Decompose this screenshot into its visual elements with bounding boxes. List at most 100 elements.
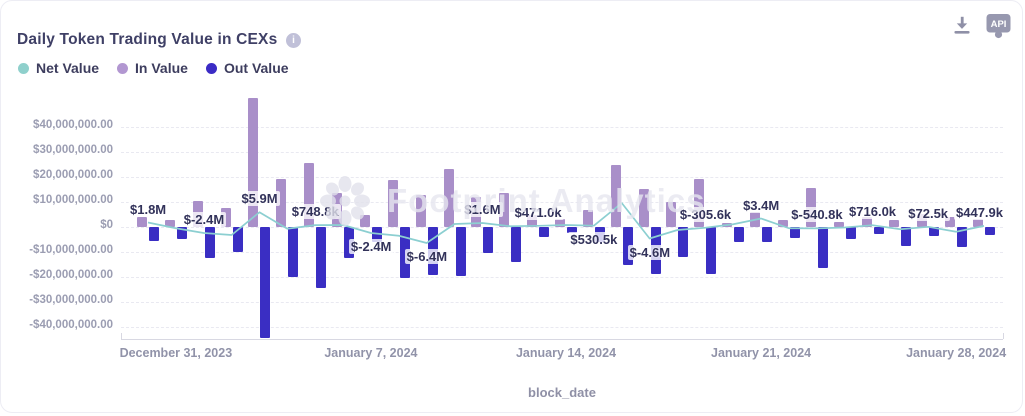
out-value-bar[interactable] — [762, 227, 773, 242]
out-value-bar[interactable] — [483, 227, 494, 254]
out-value-bar[interactable] — [176, 227, 187, 240]
out-value-bar[interactable] — [873, 227, 884, 234]
net-value-label: $-4.6M — [627, 244, 673, 260]
chart-title: Daily Token Trading Value in CEXs — [17, 31, 278, 48]
download-icon[interactable] — [949, 13, 975, 39]
in-value-bar[interactable] — [164, 220, 175, 227]
x-axis-title: block_date — [528, 385, 596, 400]
x-axis-tick-label: January 7, 2024 — [324, 346, 418, 360]
out-value-bar[interactable] — [511, 227, 522, 262]
out-value-bar[interactable] — [901, 227, 912, 246]
in-value-bar[interactable] — [304, 163, 315, 227]
net-value-label: $-305.6k — [677, 206, 734, 222]
y-axis-tick-label: -$30,000,000.00 — [29, 294, 113, 306]
in-value-bar[interactable] — [415, 194, 426, 227]
in-value-bar[interactable] — [248, 97, 259, 227]
gridline — [121, 302, 1003, 303]
out-value-bar[interactable] — [734, 227, 745, 242]
net-value-label: $530.5k — [568, 231, 620, 247]
x-axis-end-tick — [1003, 333, 1004, 339]
out-value-bar[interactable] — [789, 227, 800, 239]
out-value-bar[interactable] — [288, 227, 299, 277]
net-value-label: $-540.8k — [789, 207, 845, 223]
in-value-bar[interactable] — [443, 169, 454, 227]
info-icon[interactable]: i — [286, 33, 301, 48]
x-axis-tick-label: January 28, 2024 — [906, 346, 1007, 360]
gridline — [121, 252, 1003, 253]
legend-label: Out Value — [223, 60, 289, 76]
legend-item-out-value[interactable]: Out Value — [205, 60, 289, 76]
in-value-bar[interactable] — [137, 216, 147, 227]
legend-label: Net Value — [36, 60, 100, 76]
out-value-bar[interactable] — [260, 227, 271, 339]
in-value-bar[interactable] — [777, 219, 788, 227]
net-value-label: $1.8M — [128, 201, 169, 217]
net-value-label: $748.8k — [289, 204, 341, 220]
y-axis-tick-label: -$40,000,000.00 — [29, 319, 113, 331]
y-axis-tick-label: $40,000,000.00 — [33, 119, 113, 131]
legend-dot — [18, 62, 29, 74]
net-value-label: $-2.4M — [181, 212, 227, 227]
out-value-bar[interactable] — [204, 227, 215, 259]
in-value-bar[interactable] — [555, 219, 565, 227]
in-value-bar[interactable] — [750, 211, 761, 227]
legend-item-in-value[interactable]: In Value — [117, 60, 188, 76]
in-value-bar[interactable] — [610, 165, 621, 227]
net-value-label: $5.9M — [239, 191, 280, 207]
out-value-bar[interactable] — [817, 227, 828, 268]
out-value-bar[interactable] — [706, 227, 717, 275]
net-value-label: $447.9k — [954, 204, 1005, 220]
net-value-label: $1.6M — [462, 202, 503, 217]
out-value-bar[interactable] — [929, 227, 940, 236]
gridline — [121, 227, 1003, 228]
x-axis-tick-label: January 14, 2024 — [515, 346, 617, 360]
net-value-label: $471.0k — [512, 204, 564, 220]
x-axis-end-tick — [121, 333, 122, 339]
in-value-bar[interactable] — [638, 189, 649, 227]
out-value-bar[interactable] — [232, 227, 243, 252]
net-value-label: $-2.4M — [348, 239, 394, 254]
gridline — [121, 177, 1003, 178]
gridline — [121, 277, 1003, 278]
out-value-bar[interactable] — [539, 227, 550, 238]
legend-dot — [205, 62, 217, 74]
in-value-bar[interactable] — [833, 221, 844, 227]
legend-item-net-value[interactable]: Net Value — [18, 60, 99, 76]
net-value-label: $3.4M — [741, 197, 782, 213]
gridline — [121, 127, 1003, 128]
out-value-bar[interactable] — [985, 227, 995, 235]
in-value-bar[interactable] — [722, 222, 733, 227]
in-value-bar[interactable] — [359, 215, 370, 227]
y-axis-tick-label: $10,000,000.00 — [33, 194, 113, 206]
in-value-bar[interactable] — [973, 219, 983, 227]
x-axis-line — [121, 339, 1003, 340]
gridline — [121, 327, 1003, 328]
out-value-bar[interactable] — [845, 227, 856, 239]
out-value-bar[interactable] — [455, 227, 466, 276]
toolbar: API — [949, 11, 1012, 40]
legend-dot — [117, 62, 129, 74]
y-axis-tick-label: $20,000,000.00 — [33, 169, 113, 181]
legend-label: In Value — [135, 60, 188, 76]
out-value-bar[interactable] — [678, 227, 689, 257]
api-icon[interactable]: API — [985, 11, 1012, 40]
in-value-bar[interactable] — [387, 180, 398, 227]
y-axis-tick-label: $30,000,000.00 — [33, 144, 113, 156]
net-value-label: $716.0k — [847, 204, 899, 220]
out-value-bar[interactable] — [957, 227, 968, 247]
y-axis-tick-label: -$20,000,000.00 — [29, 269, 113, 281]
net-value-label: $-6.4M — [404, 249, 450, 264]
out-value-bar[interactable] — [149, 227, 159, 241]
y-axis-tick-label: $0 — [100, 219, 113, 231]
out-value-bar[interactable] — [316, 227, 327, 289]
api-icon-label: API — [991, 19, 1007, 30]
x-axis-tick-label: January 21, 2024 — [711, 346, 812, 360]
in-value-bar[interactable] — [582, 210, 593, 227]
net-value-label: $72.5k — [906, 205, 951, 221]
gridline — [121, 152, 1003, 153]
y-axis-tick-label: -$10,000,000.00 — [29, 244, 113, 256]
x-axis-tick-label: December 31, 2023 — [119, 346, 233, 360]
in-value-bar[interactable] — [889, 220, 900, 227]
in-value-bar[interactable] — [666, 201, 677, 227]
